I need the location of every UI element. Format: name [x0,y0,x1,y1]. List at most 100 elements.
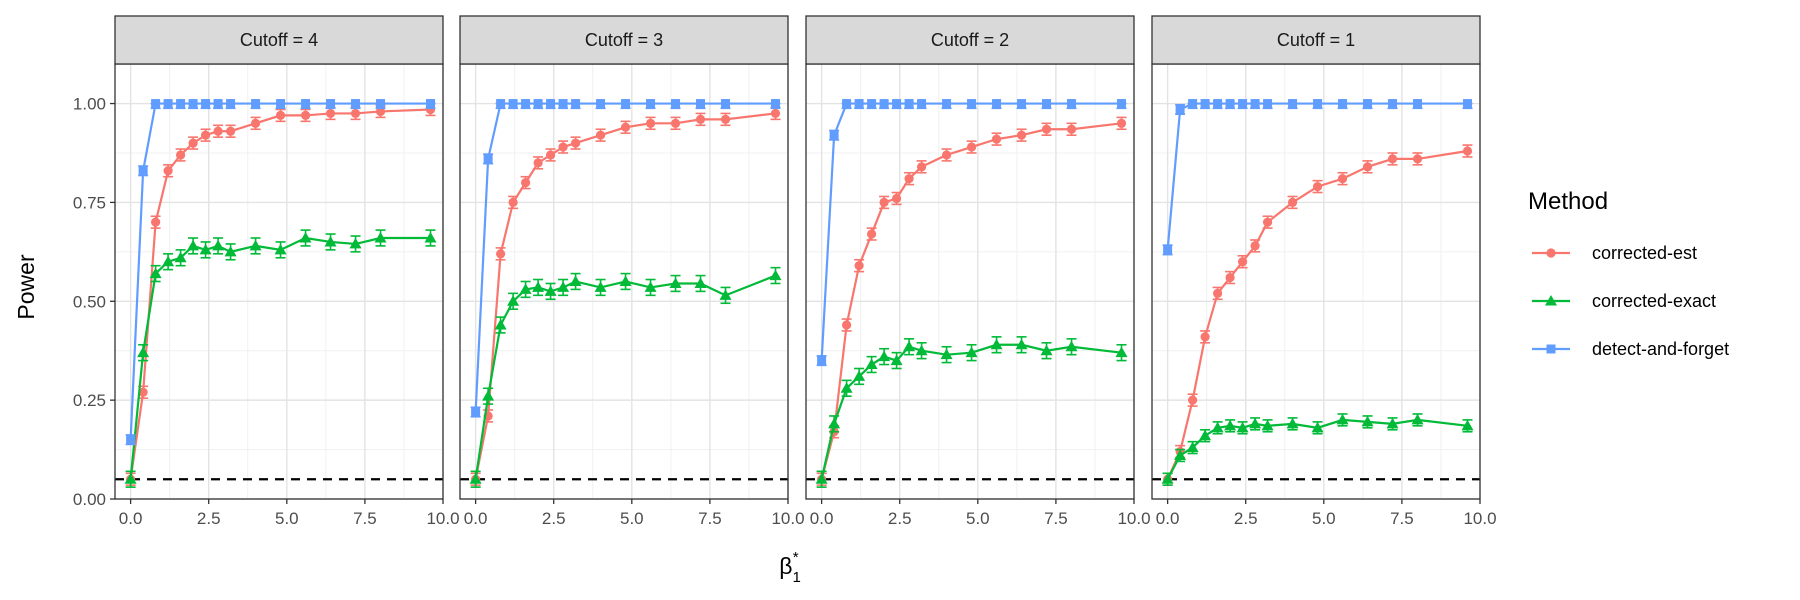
point-corrected-exact [137,346,150,358]
point-corrected-exact [557,281,570,292]
series-line-corrected-exact [129,236,431,480]
point-corrected-est [1041,124,1052,134]
point-detect-and-forget [904,99,914,109]
point-corrected-exact [1386,417,1399,429]
point-detect-and-forget [1250,99,1260,109]
strip-background [1151,15,1481,65]
point-corrected-est [1412,154,1423,164]
point-detect-and-forget [1188,99,1198,109]
point-corrected-exact [1236,421,1249,433]
point-detect-and-forget [967,99,977,109]
point-detect-and-forget [1200,99,1210,109]
point-corrected-est [991,134,1002,144]
series-line-corrected-exact [820,343,1122,480]
series-line-corrected-exact [474,274,776,480]
strip-label: Cutoff = 3 [585,30,663,50]
point-corrected-est [904,174,914,184]
x-tick-label: 7.5 [353,509,377,528]
point-detect-and-forget [917,99,927,109]
point-corrected-exact [1199,429,1212,441]
point-detect-and-forget [1463,99,1473,109]
point-detect-and-forget [496,99,506,109]
point-detect-and-forget [1067,99,1077,109]
y-tick-label: 0.75 [73,193,106,212]
point-corrected-est [1188,395,1198,405]
legend-label-corrected-est: corrected-est [1592,243,1697,263]
point-detect-and-forget [558,99,568,109]
point-corrected-exact [840,382,853,393]
point-corrected-exact [940,348,953,360]
point-corrected-exact [1040,344,1053,356]
point-detect-and-forget [571,99,581,109]
y-tick-label: 0.25 [73,391,106,410]
x-tick-label: 10.0 [426,509,459,528]
series-line-detect-and-forget [129,102,431,440]
point-corrected-est [770,108,781,119]
point-corrected-est [1362,162,1373,172]
series-line-corrected-est [474,112,776,480]
point-detect-and-forget [1288,99,1298,109]
point-corrected-est [350,108,361,119]
x-axis-title-subscript: 1 [792,569,800,586]
point-corrected-est [163,166,173,176]
point-corrected-est [225,126,236,136]
point-corrected-exact [815,473,828,484]
series-line-corrected-est [820,122,1122,480]
point-corrected-est [1066,124,1077,134]
panel-2: Cutoff = 3 0.0 2.5 5.0 7.5 10.0 [459,15,805,528]
point-corrected-exact [224,245,237,257]
x-tick-label: 0.0 [464,509,488,528]
point-corrected-est [138,387,148,397]
point-detect-and-forget [1263,99,1273,109]
panel-3: Cutoff = 2 0.0 2.5 5.0 7.5 10.0 [805,15,1151,528]
point-detect-and-forget [1213,99,1223,109]
point-detect-and-forget [251,99,261,109]
point-detect-and-forget [621,99,631,109]
point-corrected-est [1462,146,1473,156]
point-detect-and-forget [1413,99,1423,109]
point-corrected-exact [1115,346,1128,358]
point-corrected-est [325,108,336,119]
point-corrected-est [250,118,261,128]
legend-title: Method [1528,188,1608,215]
point-detect-and-forget [1238,99,1248,109]
point-corrected-est [521,178,531,188]
legend-label-corrected-exact: corrected-exact [1592,291,1716,311]
x-tick-label: 5.0 [966,509,990,528]
point-corrected-exact [274,243,287,255]
point-detect-and-forget [301,99,311,109]
point-corrected-exact [1261,419,1274,431]
y-tick-label: 0.00 [73,490,106,509]
point-detect-and-forget [1042,99,1052,109]
point-corrected-est [300,110,311,121]
point-corrected-exact [990,338,1003,350]
point-corrected-exact [644,281,657,292]
point-corrected-est [545,150,556,160]
point-corrected-est [867,229,877,239]
point-corrected-exact [828,417,841,429]
point-detect-and-forget [213,99,223,109]
point-corrected-exact [1249,417,1262,429]
point-detect-and-forget [892,99,902,109]
point-corrected-exact [374,232,387,243]
strip-background [805,15,1135,65]
point-corrected-exact [1174,449,1187,460]
point-corrected-exact [669,277,682,288]
point-corrected-exact [1065,340,1078,352]
point-detect-and-forget [126,435,136,445]
point-detect-and-forget [696,99,706,109]
point-corrected-exact [694,277,707,288]
point-corrected-est [570,138,581,148]
point-corrected-est [213,126,223,136]
point-corrected-est [496,249,506,259]
point-corrected-est [916,162,927,172]
point-corrected-exact [494,319,507,330]
point-corrected-exact [1211,421,1224,433]
point-detect-and-forget [771,99,781,109]
x-tick-label: 0.0 [119,509,143,528]
point-corrected-est [720,114,731,124]
point-detect-and-forget [854,99,864,109]
point-corrected-est [188,138,198,148]
x-tick-label: 10.0 [771,509,804,528]
